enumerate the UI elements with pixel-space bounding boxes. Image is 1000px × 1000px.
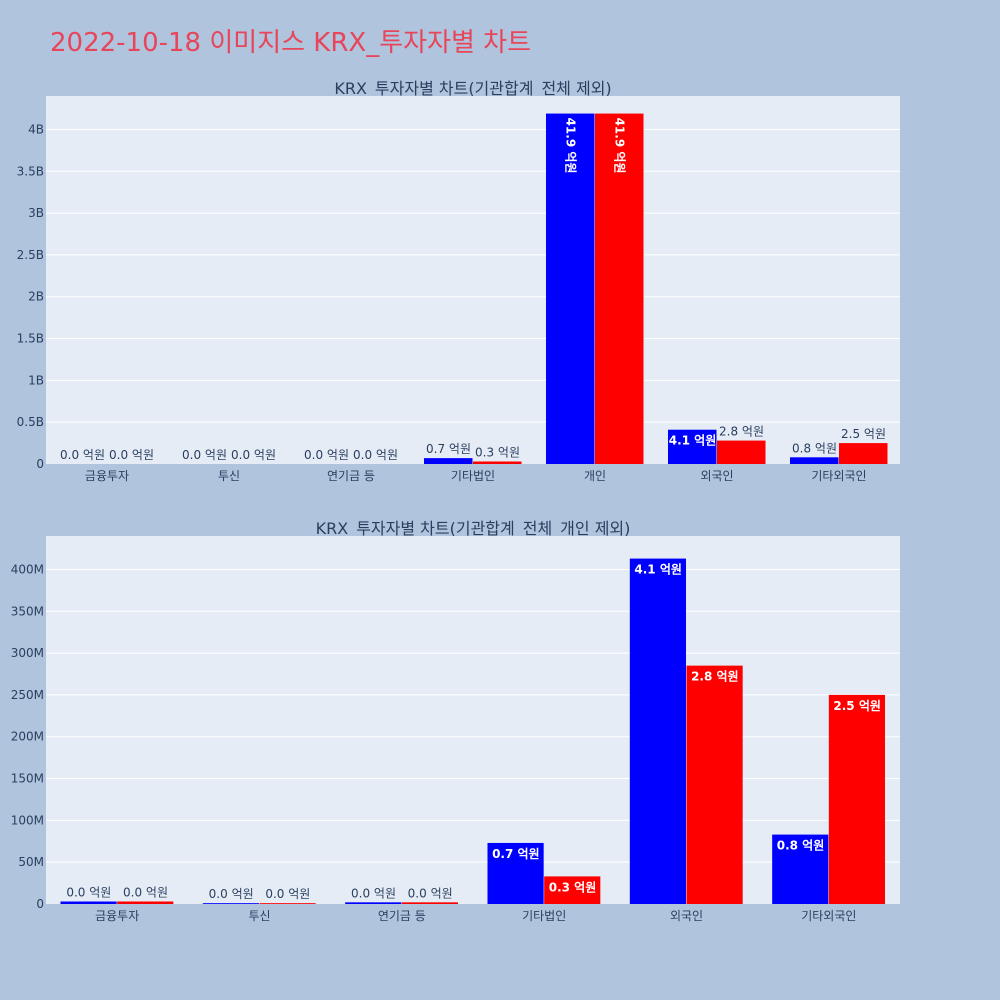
x-tick-label: 외국인 <box>700 469 733 483</box>
x-tick-label: 외국인 <box>670 909 703 923</box>
data-label: 0.0 억원 <box>265 887 310 901</box>
data-label: 0.7 억원 <box>426 442 471 456</box>
bar <box>544 876 601 904</box>
data-label: 0.0 억원 <box>60 448 105 462</box>
x-tick-label: 기타법인 <box>522 909 566 923</box>
x-tick-label: 연기금 등 <box>327 469 375 483</box>
x-tick-label: 기타법인 <box>451 469 495 483</box>
bar <box>117 901 174 904</box>
data-label: 0.8 억원 <box>792 441 837 455</box>
x-tick-label: 금융투자 <box>85 469 129 483</box>
data-label: 0.0 억원 <box>182 448 227 462</box>
data-label: 41.9 억원 <box>564 118 578 174</box>
bar <box>424 458 473 464</box>
plot-area <box>46 96 900 464</box>
y-tick-label: 0.5B <box>17 415 44 429</box>
y-tick-label: 0 <box>36 897 44 911</box>
bar <box>473 461 522 464</box>
y-tick-label: 1.5B <box>17 332 44 346</box>
y-tick-label: 0 <box>36 457 44 471</box>
bar <box>487 842 544 904</box>
chart-title: KRX_투자자별 차트(기관합계_전체 제외) <box>334 79 611 99</box>
bar <box>60 901 117 904</box>
y-tick-label: 150M <box>11 772 44 786</box>
y-tick-label: 400M <box>11 562 44 576</box>
y-tick-label: 2.5B <box>17 248 44 262</box>
bar <box>790 457 839 464</box>
data-label: 0.0 억원 <box>109 448 154 462</box>
bar <box>772 834 829 904</box>
x-tick-label: 기타외국인 <box>801 909 856 923</box>
data-label: 2.5 억원 <box>841 427 886 441</box>
data-label: 0.0 억원 <box>231 448 276 462</box>
bar <box>202 903 259 904</box>
data-label: 0.0 억원 <box>353 448 398 462</box>
y-tick-label: 2B <box>28 290 44 304</box>
bar <box>401 902 458 904</box>
plot-area <box>46 536 900 904</box>
data-label: 2.8 억원 <box>691 670 739 684</box>
data-label: 2.8 억원 <box>719 425 764 439</box>
bar-chart-all: KRX_투자자별 차트(기관합계_전체 제외) 0 0.5B 1B 1.5B 2B 2.5B… <box>17 79 900 483</box>
data-label: 0.0 억원 <box>66 885 111 899</box>
y-tick-label: 100M <box>11 813 44 827</box>
bar <box>828 694 885 904</box>
bar <box>668 429 717 464</box>
data-label: 0.0 억원 <box>123 885 168 899</box>
y-tick-label: 250M <box>11 688 44 702</box>
y-tick-label: 200M <box>11 730 44 744</box>
y-tick-label: 3.5B <box>17 164 44 178</box>
bar <box>345 902 402 904</box>
x-tick-label: 투신 <box>218 469 240 483</box>
x-tick-label: 개인 <box>584 469 606 483</box>
y-tick-label: 4B <box>28 122 44 136</box>
data-label: 0.0 억원 <box>408 886 453 900</box>
data-label: 2.5 억원 <box>833 699 881 713</box>
bar <box>546 113 595 465</box>
bar <box>595 113 644 465</box>
x-tick-label: 연기금 등 <box>378 909 426 923</box>
data-label: 4.1 억원 <box>669 434 717 448</box>
y-tick-label: 300M <box>11 646 44 660</box>
data-label: 41.9 억원 <box>613 118 627 174</box>
x-tick-label: 투신 <box>248 909 270 923</box>
bar <box>717 440 766 464</box>
x-tick-label: 기타외국인 <box>811 469 866 483</box>
data-label: 0.3 억원 <box>475 445 520 459</box>
bar <box>629 558 686 904</box>
y-tick-label: 3B <box>28 206 44 220</box>
y-tick-label: 50M <box>18 855 44 869</box>
page-title: 2022-10-18 이미지스 KRX_투자자별 차트 <box>50 28 532 58</box>
data-label: 0.8 억원 <box>777 839 825 853</box>
data-label: 4.1 억원 <box>634 563 682 577</box>
chart-title: KRX_투자자별 차트(기관합계_전체_개인 제외) <box>316 519 631 539</box>
data-label: 0.7 억원 <box>492 847 540 861</box>
bar <box>259 903 316 904</box>
data-label: 0.0 억원 <box>304 448 349 462</box>
y-tick-label: 1B <box>28 373 44 387</box>
y-tick-label: 350M <box>11 604 44 618</box>
data-label: 0.0 억원 <box>209 887 254 901</box>
x-tick-label: 금융투자 <box>95 909 139 923</box>
data-label: 0.0 억원 <box>351 886 396 900</box>
bar-chart-excl-individual: KRX_투자자별 차트(기관합계_전체_개인 제외) 0 50M 100M 150M 20… <box>11 519 900 923</box>
bar <box>839 443 888 464</box>
bar <box>686 665 743 904</box>
data-label: 0.3 억원 <box>549 880 597 894</box>
